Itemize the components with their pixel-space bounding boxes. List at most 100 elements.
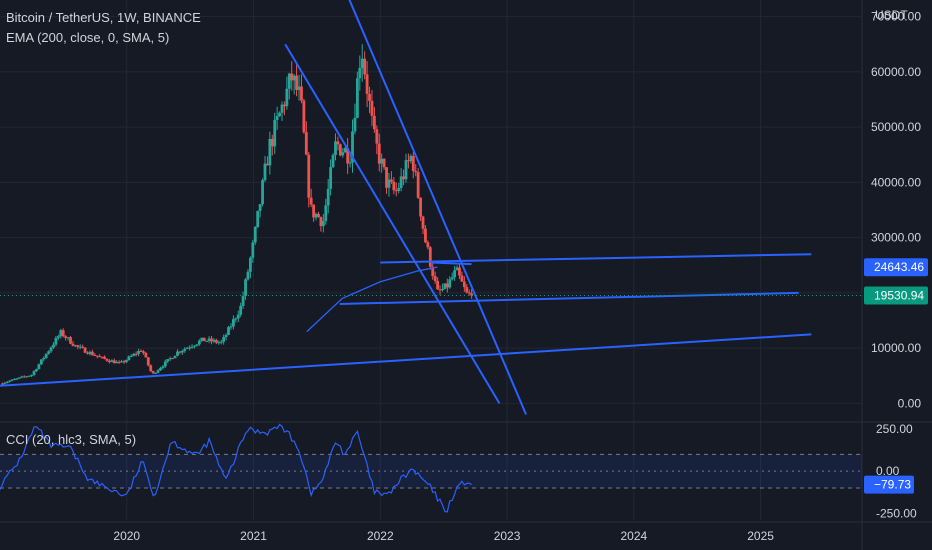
candle-body [66,337,70,339]
candle-body [171,358,175,360]
cci-legend[interactable]: CCI (20, hlc3, SMA, 5) [6,432,137,447]
candle-body [95,355,99,357]
candle-body [139,350,143,352]
candle-body [90,351,94,356]
candle-body [387,179,391,188]
candle-body [404,160,408,180]
candle-body [159,368,162,371]
candle-body [409,155,413,162]
candle-body [360,58,364,68]
candle-body [261,180,264,205]
price-tick-label: 0.00 [898,396,922,410]
last-price-tag: 19530.94 [874,288,924,302]
candle-body [385,167,388,188]
candle-body [183,348,187,351]
candles-group [1,44,474,385]
candle-body [125,360,128,363]
candle-body [338,144,342,156]
candle-body [73,345,77,347]
candle-body [103,356,106,359]
candle-body [453,270,457,278]
candle-body [61,330,65,337]
candle-body [134,353,138,355]
candle-body [10,379,14,381]
trendline [0,333,812,387]
candle-body [382,158,386,168]
cci-line [0,423,472,513]
candle-body [117,361,121,363]
candle-body [86,352,89,354]
last-price-tag-bg [864,286,928,305]
candle-body [22,376,26,378]
trendline [339,291,799,305]
candle-body [309,197,313,205]
candle-body [368,93,371,101]
ema-legend[interactable]: EMA (200, close, 0, SMA, 5) [6,30,170,45]
candle-body [27,375,31,377]
candle-body [355,78,359,118]
candle-body [13,379,16,381]
candle-body [193,345,196,347]
candle-body [35,369,38,372]
candle-body [154,372,157,374]
candle-body [229,326,233,328]
candle-body [47,351,51,354]
candle-body [317,213,320,218]
candle-body [256,210,260,228]
candle-body [321,221,325,227]
candle-body [275,116,279,120]
candle-body [107,360,111,363]
candle-body [419,197,422,217]
candle-body [392,181,396,191]
time-tick-label: 2024 [620,529,647,543]
candle-body [283,104,286,107]
candle-body [280,104,284,113]
candle-body [341,152,345,156]
candle-body [416,172,420,198]
candle-body [448,279,452,288]
trendline [380,253,812,264]
candle-body [161,366,165,369]
candle-body [168,358,172,360]
candle-body [197,340,201,345]
candle-body [336,141,340,145]
candle-body [122,361,126,363]
candle-body [324,205,328,222]
time-tick-label: 2025 [747,529,774,543]
candle-body [54,337,58,345]
candle-body [163,361,167,367]
candle-body [394,190,398,192]
trendline [430,261,472,266]
cci-band [0,454,862,488]
candle-body [329,167,333,189]
candle-body [166,359,170,362]
candle-body [433,276,437,281]
candle-body [363,58,367,75]
candle-body [151,371,155,374]
candle-body [346,148,350,164]
cci-value-tag: −79.73 [874,478,911,492]
price-tick-label: 50000.00 [871,120,921,134]
candle-body [239,305,243,315]
symbol-legend[interactable]: Bitcoin / TetherUS, 1W, BINANCE [6,10,201,25]
candle-body [312,204,316,218]
candle-body [127,356,131,361]
price-tick-label: 40000.00 [871,175,921,189]
candle-body [144,352,148,358]
candle-body [105,358,109,361]
candle-body [202,337,206,342]
candle-body [470,293,474,296]
cci-tick-label: 0.00 [876,464,900,478]
candle-body [25,376,29,378]
candle-body [358,67,362,79]
candle-body [20,376,24,378]
cci-tick-label: 250.00 [876,422,913,436]
cci-tick-label: -250.00 [876,506,917,520]
candle-body [431,266,435,277]
candle-body [98,356,102,358]
time-tick-label: 2020 [113,529,140,543]
candle-body [253,227,257,243]
candle-body [443,283,447,289]
candle-body [390,179,393,182]
